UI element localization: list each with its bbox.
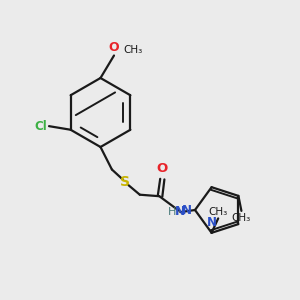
Text: O: O bbox=[156, 162, 168, 175]
Text: N: N bbox=[175, 205, 185, 218]
Text: H: H bbox=[168, 207, 176, 218]
Text: S: S bbox=[120, 175, 130, 189]
Text: N: N bbox=[207, 216, 217, 229]
Text: CH₃: CH₃ bbox=[232, 213, 251, 223]
Text: O: O bbox=[109, 41, 119, 54]
Text: N: N bbox=[182, 203, 191, 217]
Text: Cl: Cl bbox=[35, 120, 47, 133]
Text: CH₃: CH₃ bbox=[124, 45, 143, 55]
Text: CH₃: CH₃ bbox=[209, 207, 228, 217]
